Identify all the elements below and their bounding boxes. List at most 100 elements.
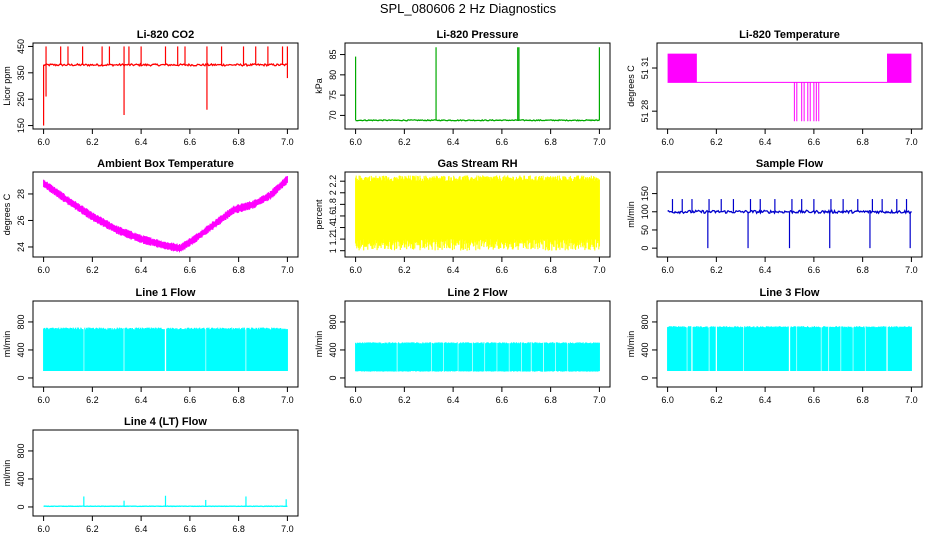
chart-panel-10: Line 4 (LT) Flow ml/min 6.0 6.2 6.4 6.6 6.8 7.0… — [2, 416, 299, 534]
y-tick-label: 28 — [16, 189, 26, 199]
plot-frame — [32, 429, 299, 517]
chart-title: Li-820 Temperature — [739, 29, 840, 41]
chart-panel-7: Line 1 Flow ml/min 6.0 6.2 6.4 6.6 6.8 7.0 0 400 8… — [2, 287, 299, 405]
series-line — [43, 505, 288, 508]
x-tick-label: 6.8 — [856, 395, 869, 405]
x-tick-label: 6.0 — [349, 137, 362, 147]
y-axis-label: Licor ppm — [2, 66, 12, 106]
chart-panel-1: Li-820 CO2 Licor ppm 6.0 6.2 6.4 6.6 6.8 7.0 150… — [2, 29, 299, 147]
y-tick-label: 350 — [16, 65, 26, 80]
x-tick-label: 6.2 — [398, 137, 411, 147]
chart-title: Line 4 (LT) Flow — [124, 416, 207, 428]
x-tick-label: 7.0 — [281, 395, 294, 405]
y-tick-label: 1.4 — [328, 221, 338, 234]
chart-title: Gas Stream RH — [437, 158, 517, 170]
x-tick-label: 7.0 — [905, 265, 918, 275]
y-tick-label: 100 — [640, 204, 650, 219]
x-tick-label: 6.8 — [232, 137, 245, 147]
y-tick-label: 75 — [328, 90, 338, 100]
x-tick-label: 7.0 — [281, 265, 294, 275]
y-tick-label: 2 — [328, 190, 338, 195]
x-tick-label: 6.2 — [710, 137, 723, 147]
x-tick-label: 6.2 — [86, 395, 99, 405]
y-tick-label: 24 — [16, 242, 26, 252]
y-tick-label: 450 — [16, 39, 26, 54]
x-tick-label: 6.0 — [37, 137, 50, 147]
y-tick-label: 80 — [328, 70, 338, 80]
x-tick-label: 6.6 — [808, 137, 821, 147]
chart-panel-2: Li-820 Pressure kPa 6.0 6.2 6.4 6.6 6.8 7.0 70 75… — [314, 29, 611, 147]
plot-frame — [656, 171, 923, 258]
y-tick-label: 1.8 — [328, 198, 338, 211]
y-tick-label: 2.2 — [328, 175, 338, 188]
y-tick-label: 800 — [16, 314, 26, 329]
x-tick-label: 7.0 — [905, 137, 918, 147]
x-tick-label: 6.8 — [544, 395, 557, 405]
y-tick-label: 0 — [16, 504, 26, 509]
x-tick-label: 6.0 — [661, 137, 674, 147]
y-tick-label: 51 28 — [640, 100, 650, 123]
x-tick-label: 6.6 — [808, 395, 821, 405]
x-tick-label: 6.4 — [135, 395, 148, 405]
page-title: SPL_080606 2 Hz Diagnostics — [379, 1, 557, 16]
plot-frame — [656, 42, 923, 130]
y-axis-label: degrees C — [2, 193, 12, 235]
x-tick-label: 6.6 — [496, 137, 509, 147]
plot-frame — [32, 171, 299, 258]
chart-title: Line 2 Flow — [448, 287, 508, 299]
y-tick-label: 50 — [640, 225, 650, 235]
x-tick-label: 6.6 — [184, 265, 197, 275]
y-tick-label: 400 — [328, 342, 338, 357]
chart-panel-6: Sample Flow ml/min 6.0 6.2 6.4 6.6 6.8 7.0 0 50 10… — [626, 158, 923, 275]
x-tick-label: 6.8 — [856, 265, 869, 275]
x-tick-label: 6.0 — [37, 265, 50, 275]
x-tick-label: 6.0 — [37, 395, 50, 405]
y-tick-label: 51 31 — [640, 57, 650, 80]
y-tick-label: 250 — [16, 92, 26, 107]
plot-frame — [344, 42, 611, 130]
chart-title: Ambient Box Temperature — [97, 158, 234, 170]
data-band — [667, 53, 697, 83]
x-tick-label: 6.2 — [86, 265, 99, 275]
chart-title: Sample Flow — [756, 158, 824, 170]
x-tick-label: 6.0 — [349, 265, 362, 275]
x-tick-label: 6.0 — [37, 524, 50, 534]
x-tick-label: 6.6 — [184, 137, 197, 147]
x-tick-label: 7.0 — [593, 395, 606, 405]
x-tick-label: 6.2 — [710, 395, 723, 405]
x-tick-label: 6.4 — [135, 265, 148, 275]
y-tick-label: 400 — [640, 342, 650, 357]
data-series — [355, 175, 600, 251]
y-tick-label: 150 — [640, 186, 650, 201]
x-tick-label: 7.0 — [593, 265, 606, 275]
data-series — [355, 342, 600, 372]
x-tick-label: 6.0 — [661, 395, 674, 405]
chart-panel-4: Ambient Box Temperature degrees C 6.0 6.2 6.… — [2, 158, 299, 275]
plot-frame — [656, 300, 923, 388]
x-tick-label: 6.8 — [232, 395, 245, 405]
data-series — [667, 326, 912, 371]
x-tick-label: 6.4 — [759, 137, 772, 147]
data-band — [887, 53, 912, 83]
y-axis-label: ml/min — [626, 331, 636, 358]
chart-panel-9: Line 3 Flow ml/min 6.0 6.2 6.4 6.6 6.8 7.0 0 400 8… — [626, 287, 923, 405]
y-tick-label: 0 — [640, 246, 650, 251]
chart-title: Li-820 Pressure — [437, 29, 519, 41]
plot-frame — [344, 300, 611, 388]
x-tick-label: 7.0 — [593, 137, 606, 147]
x-tick-label: 6.6 — [496, 395, 509, 405]
y-tick-label: 150 — [16, 118, 26, 133]
y-tick-label: 70 — [328, 110, 338, 120]
x-tick-label: 6.4 — [447, 395, 460, 405]
y-axis-label: degrees C — [626, 65, 636, 107]
chart-panel-3: Li-820 Temperature degrees C 6.0 6.2 6.4 6.6 6… — [626, 29, 923, 147]
data-series — [42, 46, 288, 126]
y-tick-label: 400 — [16, 471, 26, 486]
x-tick-label: 6.8 — [232, 265, 245, 275]
x-tick-label: 6.4 — [447, 265, 460, 275]
x-tick-label: 6.6 — [184, 524, 197, 534]
x-tick-label: 6.4 — [135, 524, 148, 534]
chart-title: Line 3 Flow — [760, 287, 820, 299]
chart-title: Line 1 Flow — [136, 287, 196, 299]
x-tick-label: 6.8 — [544, 137, 557, 147]
